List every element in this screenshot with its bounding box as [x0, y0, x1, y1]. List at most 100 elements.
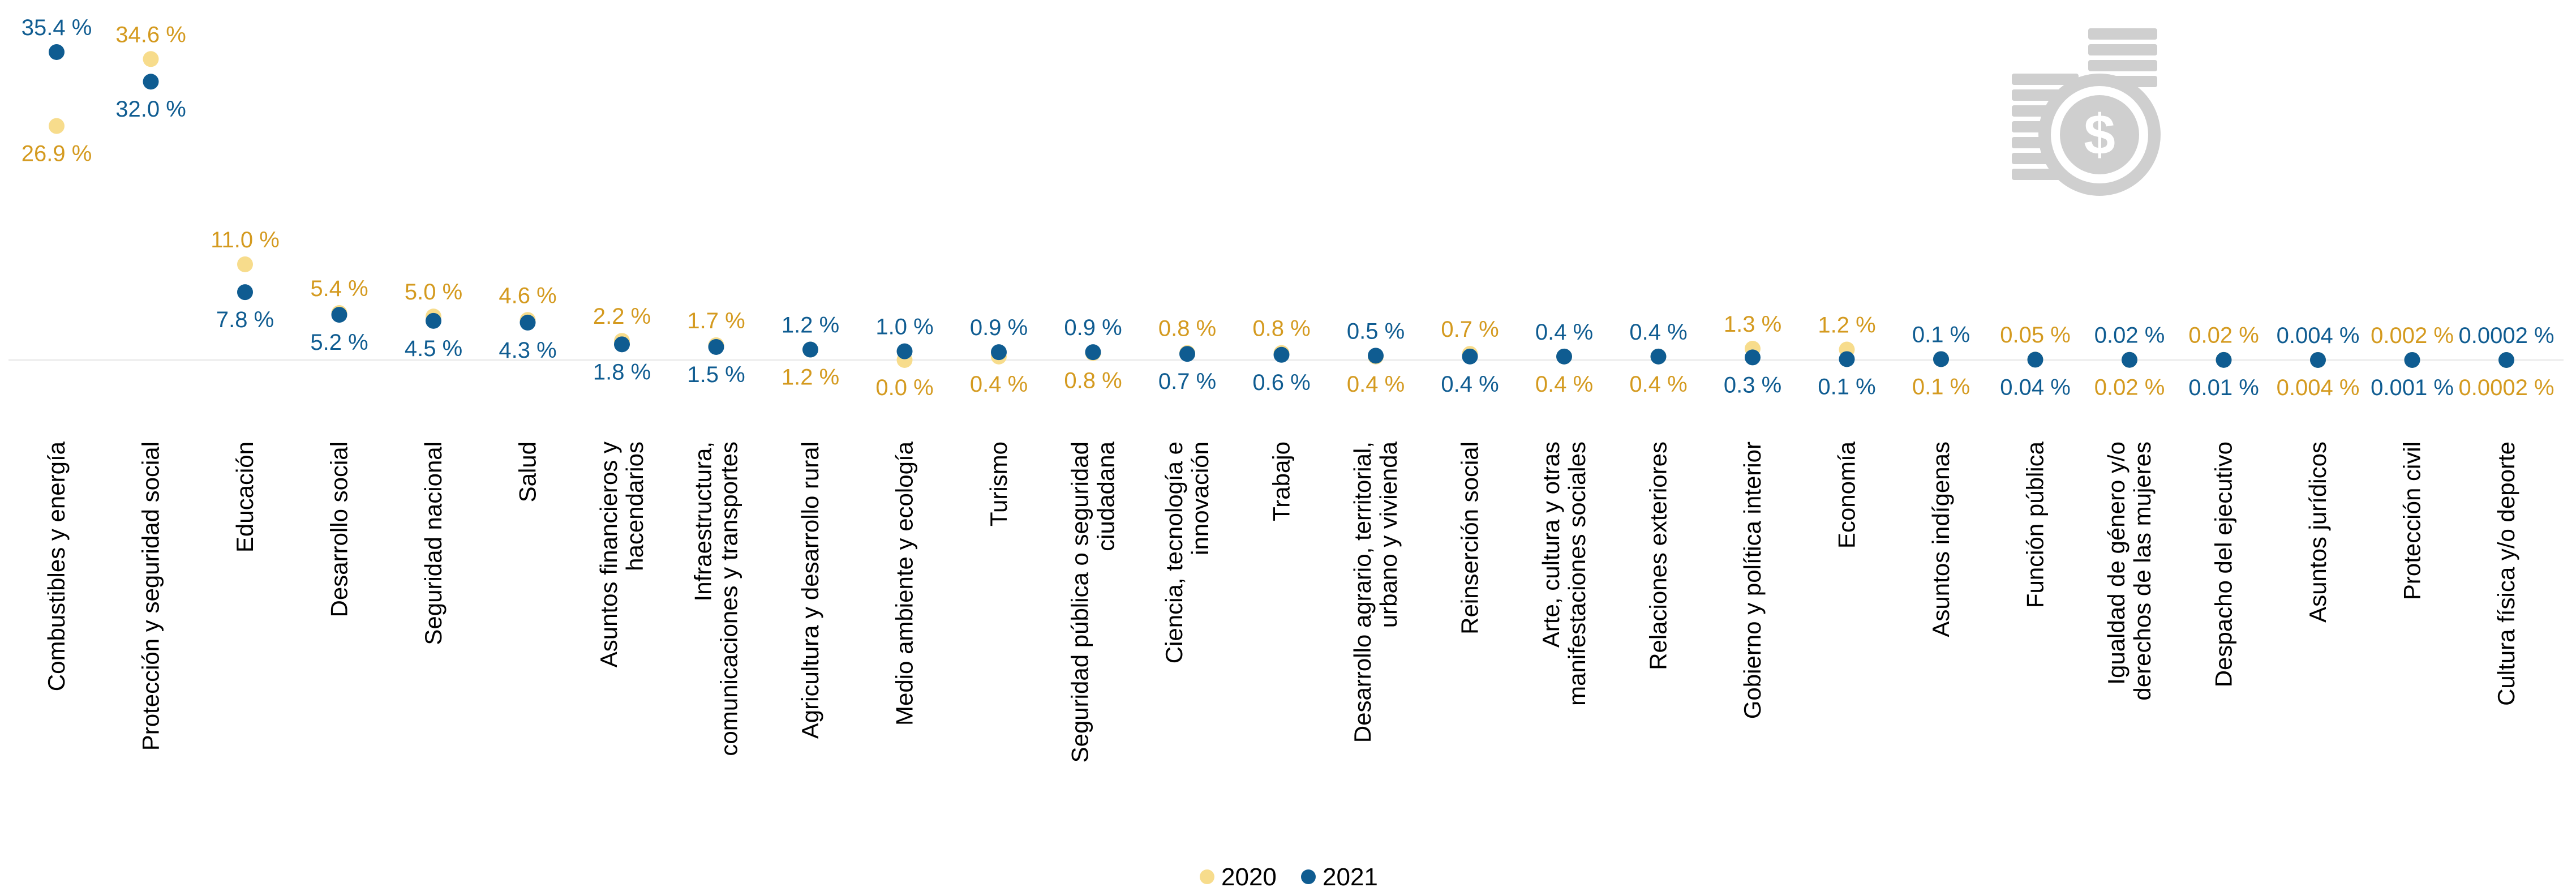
data-label-2020-23: 0.02 %: [2188, 323, 2259, 348]
data-label-2021-7: 1.5 %: [687, 362, 745, 387]
data-label-2021-13: 0.6 %: [1252, 370, 1310, 395]
data-label-2021-6: 1.8 %: [593, 359, 651, 384]
point-2021-12: [1179, 346, 1195, 362]
data-label-2020-19: 1.2 %: [1818, 313, 1875, 338]
data-label-2020-6: 2.2 %: [593, 304, 651, 329]
data-label-2021-9: 1.0 %: [875, 315, 933, 340]
legend-label-2020: 2020: [1221, 863, 1277, 887]
point-2021-7: [708, 338, 724, 355]
point-2021-14: [1368, 348, 1384, 364]
point-2021-11: [1085, 344, 1101, 361]
category-label-10: Turismo: [985, 442, 1012, 526]
category-label-3: Desarrollo social: [326, 442, 353, 617]
data-label-2021-24: 0.004 %: [2277, 323, 2360, 348]
data-label-2021-1: 32.0 %: [115, 97, 186, 122]
data-label-2021-19: 0.1 %: [1818, 374, 1875, 399]
series-2021: [49, 44, 2514, 368]
point-2020-0: [49, 118, 65, 134]
coins-dollar-icon: $: [2012, 28, 2161, 196]
point-2021-19: [1839, 351, 1855, 367]
data-label-2020-10: 0.4 %: [970, 372, 1028, 397]
point-2021-9: [896, 343, 913, 359]
category-label-25: Protección civil: [2399, 442, 2425, 600]
data-label-2020-26: 0.0002 %: [2458, 375, 2554, 400]
data-label-2020-2: 11.0 %: [211, 228, 280, 252]
category-label-15: Reinserción social: [1457, 442, 1483, 635]
data-label-2020-22: 0.02 %: [2094, 375, 2165, 400]
point-2021-1: [143, 74, 159, 90]
category-label-16: Arte, cultura y otrasmanifestaciones soc…: [1538, 442, 1590, 706]
data-label-2020-14: 0.4 %: [1347, 372, 1405, 397]
point-2021-17: [1650, 348, 1667, 365]
category-label-5: Salud: [514, 442, 541, 502]
data-label-2021-15: 0.4 %: [1441, 372, 1499, 397]
data-label-2020-24: 0.004 %: [2277, 375, 2360, 400]
data-label-2021-0: 35.4 %: [22, 15, 92, 40]
data-label-2021-21: 0.04 %: [2000, 375, 2071, 400]
data-label-2021-2: 7.8 %: [216, 307, 274, 332]
category-label-14: Desarrollo agrario, territorial,urbano y…: [1349, 441, 1402, 743]
data-label-2020-17: 0.4 %: [1629, 372, 1687, 397]
data-label-2020-8: 1.2 %: [782, 365, 839, 390]
data-label-2020-18: 1.3 %: [1724, 312, 1781, 337]
data-label-2021-8: 1.2 %: [782, 313, 839, 338]
category-label-7: Infraestructura,comunicaciones y transpo…: [690, 442, 742, 756]
data-label-2021-3: 5.2 %: [310, 330, 368, 355]
data-labels: 35.4 % 26.9 % 32.0 % 34.6 % 7.8 % 11.0 % 5.2 %…: [22, 15, 2554, 400]
category-label-6: Asuntos financieros yhacendarios: [595, 442, 648, 667]
point-2021-5: [520, 314, 536, 331]
point-2021-26: [2498, 352, 2514, 368]
point-2020-2: [237, 256, 253, 272]
category-label-22: Igualdad de género y/oderechos de las mu…: [2103, 442, 2156, 701]
point-2021-20: [1933, 351, 1949, 367]
data-label-2021-16: 0.4 %: [1535, 320, 1593, 345]
data-label-2021-20: 0.1 %: [1912, 322, 1970, 347]
data-label-2021-22: 0.02 %: [2094, 323, 2165, 348]
data-label-2021-14: 0.5 %: [1347, 319, 1405, 344]
data-label-2021-10: 0.9 %: [970, 315, 1028, 340]
category-label-23: Despacho del ejecutivo: [2210, 442, 2237, 687]
point-2021-22: [2122, 352, 2137, 368]
category-label-21: Función pública: [2022, 441, 2049, 608]
data-label-2021-17: 0.4 %: [1629, 320, 1687, 345]
data-label-2020-3: 5.4 %: [310, 276, 368, 301]
data-label-2020-13: 0.8 %: [1252, 316, 1310, 341]
category-label-13: Trabajo: [1268, 442, 1295, 521]
category-label-12: Ciencia, tecnología einnovación: [1161, 442, 1213, 663]
point-2021-8: [802, 341, 818, 358]
data-label-2020-9: 0.0 %: [875, 375, 933, 400]
data-label-2020-11: 0.8 %: [1064, 368, 1122, 393]
point-2021-16: [1556, 348, 1572, 365]
category-label-1: Protección y seguridad social: [138, 442, 164, 751]
legend-marker-2020: [1200, 869, 1214, 884]
data-label-2021-23: 0.01 %: [2188, 375, 2259, 400]
data-label-2021-4: 4.5 %: [405, 336, 462, 361]
point-2021-10: [991, 344, 1007, 361]
legend-label-2021: 2021: [1323, 863, 1378, 887]
category-label-8: Agricultura y desarrollo rural: [797, 442, 823, 739]
point-2021-15: [1462, 348, 1478, 365]
data-label-2020-15: 0.7 %: [1441, 317, 1499, 342]
point-2021-6: [614, 336, 630, 353]
data-label-2020-1: 34.6 %: [115, 22, 186, 47]
point-2021-21: [2027, 352, 2043, 368]
category-label-19: Economía: [1834, 441, 1860, 549]
category-label-0: Combustibles y energía: [43, 441, 70, 691]
category-label-2: Educación: [231, 442, 258, 552]
category-label-20: Asuntos indígenas: [1927, 442, 1954, 637]
data-label-2020-21: 0.05 %: [2000, 323, 2071, 348]
point-2021-23: [2216, 352, 2232, 368]
category-label-9: Medio ambiente y ecología: [891, 441, 918, 726]
data-label-2020-20: 0.1 %: [1912, 374, 1970, 399]
data-label-2020-0: 26.9 %: [22, 142, 92, 166]
point-2021-24: [2310, 352, 2326, 368]
category-label-17: Relaciones exteriores: [1645, 442, 1672, 670]
legend: 2020 2021: [1200, 863, 1378, 887]
category-label-4: Seguridad nacional: [420, 442, 446, 645]
data-label-2020-5: 4.6 %: [499, 283, 556, 308]
data-label-2020-4: 5.0 %: [405, 280, 462, 305]
data-label-2021-11: 0.9 %: [1064, 315, 1122, 340]
data-label-2020-16: 0.4 %: [1535, 372, 1593, 397]
point-2021-13: [1273, 346, 1290, 363]
